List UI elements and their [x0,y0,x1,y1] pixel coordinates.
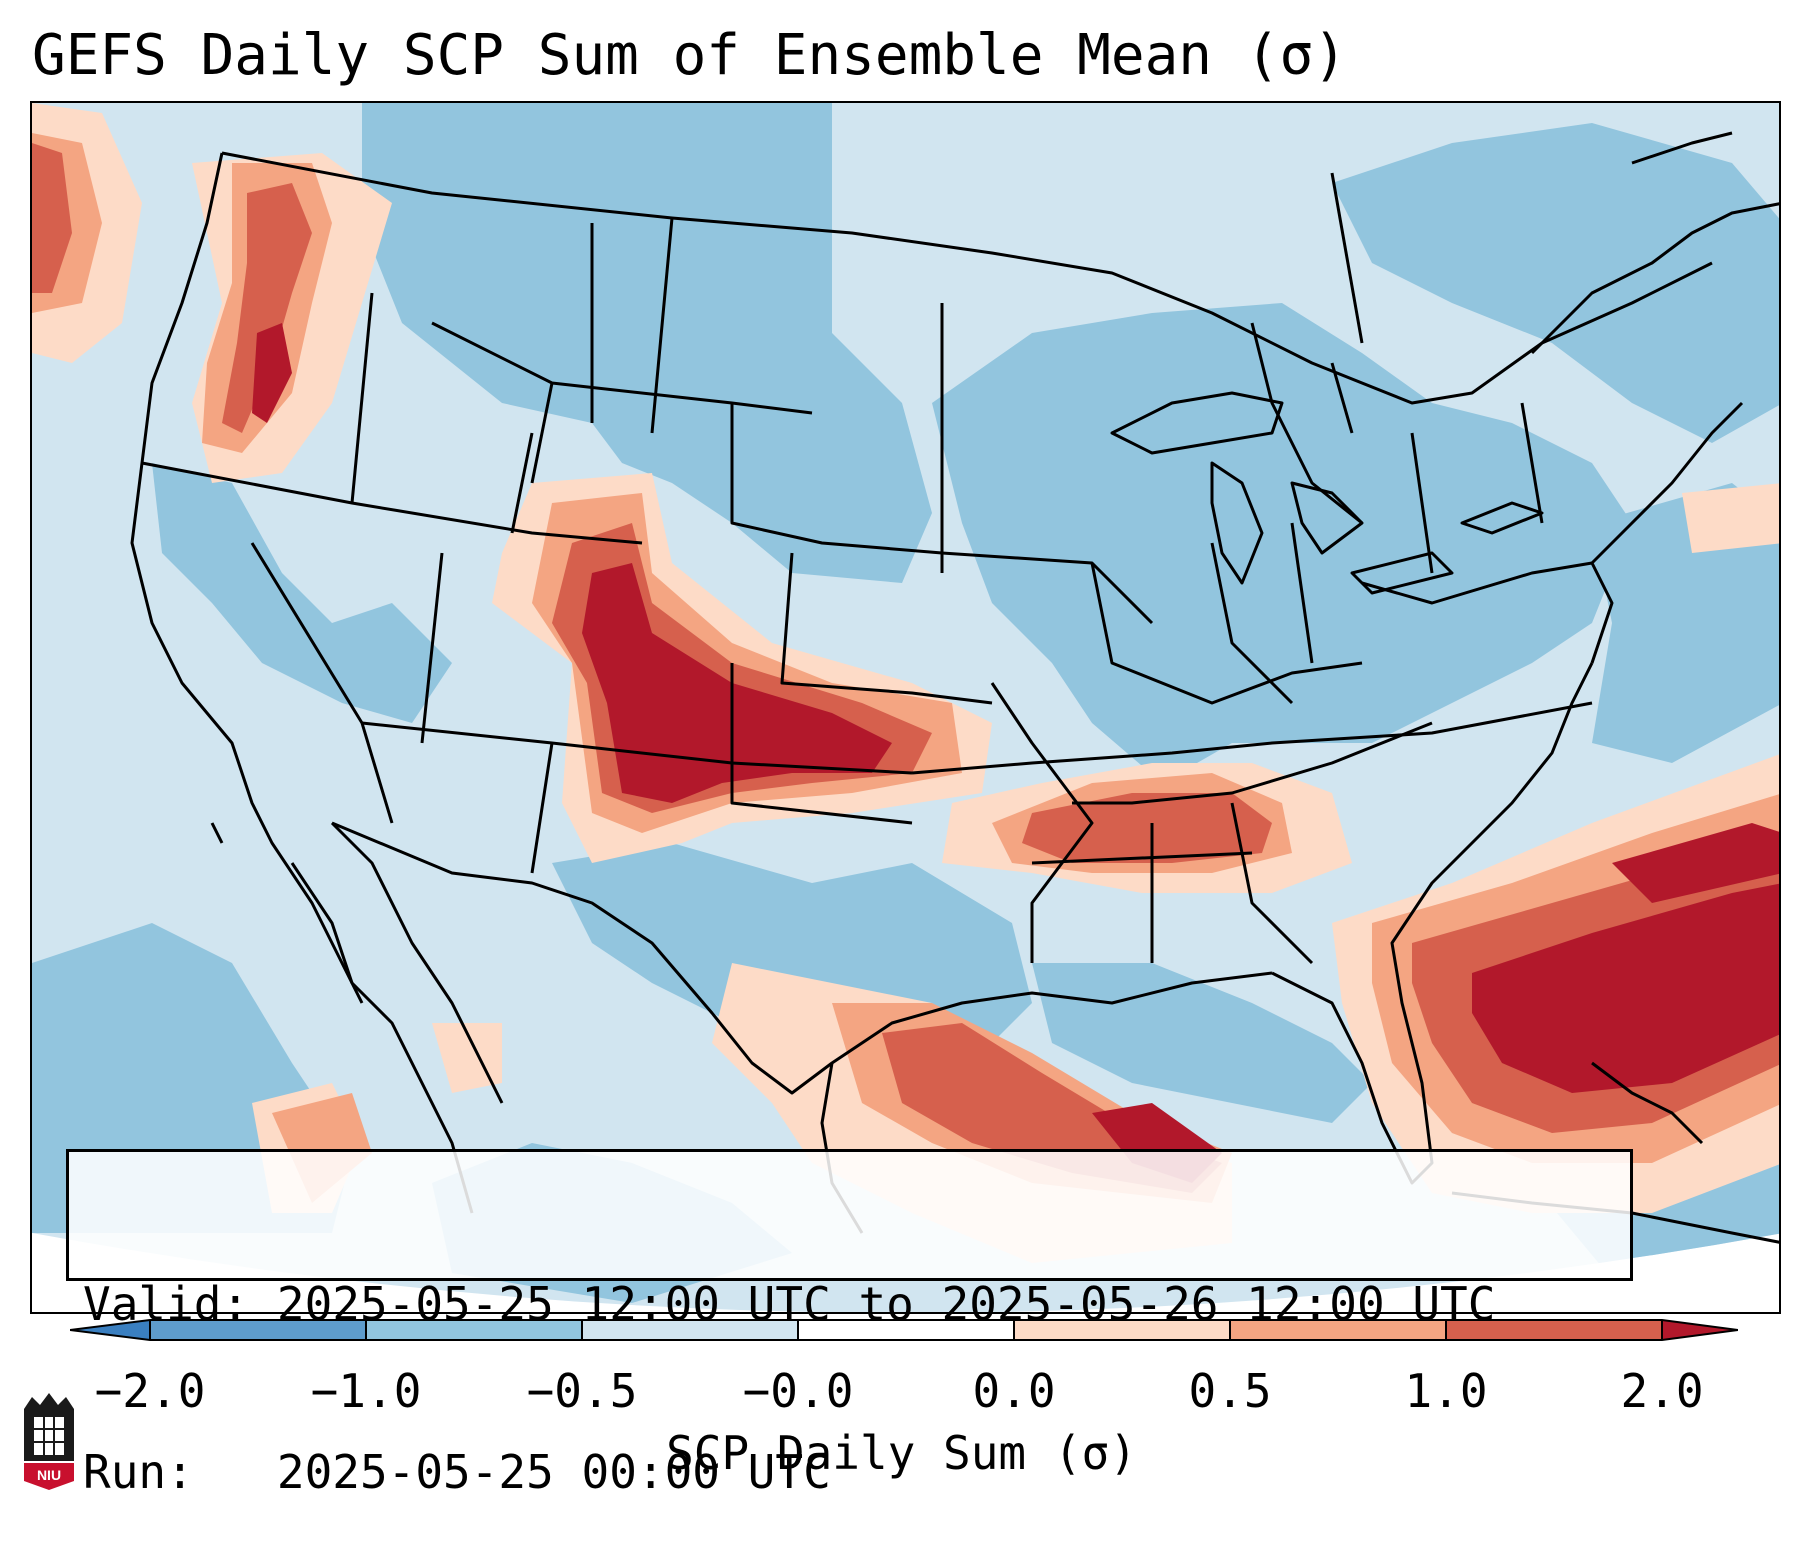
colorbar-extend-low [70,1320,150,1340]
colorbar-tick-7: 2.0 [1620,1364,1704,1418]
colorbar-seg-3 [798,1320,1014,1340]
colorbar-seg-1 [366,1320,582,1340]
colorbar-tick-2: −0.5 [526,1364,638,1418]
map-panel [30,101,1781,1314]
colorbar-seg-2 [582,1320,798,1340]
run-line: Run: 2025-05-25 00:00 UTC [83,1444,1616,1500]
colorbar-tick-4: 0.0 [972,1364,1056,1418]
colorbar-label: SCP Daily Sum (σ) [666,1426,1137,1480]
colorbar-tick-3: −0.0 [742,1364,854,1418]
colorbar-tick-5: 0.5 [1188,1364,1272,1418]
colorbar-seg-0 [150,1320,366,1340]
colorbar-tick-6: 1.0 [1404,1364,1488,1418]
valid-value: 2025-05-25 12:00 UTC to 2025-05-26 12:00… [276,1277,1496,1331]
colorbar [70,1319,1738,1341]
state-borders [130,131,1779,1244]
colorbar-seg-5 [1230,1320,1446,1340]
run-value: 2025-05-25 00:00 UTC [276,1445,831,1499]
svg-text:NIU: NIU [37,1467,61,1483]
colorbar-seg-4 [1014,1320,1230,1340]
scp-field-map [32,103,1779,1312]
niu-logo: NIU [24,1393,74,1490]
colorbar-extend-high [1662,1320,1738,1340]
valid-line: Valid: 2025-05-25 12:00 UTC to 2025-05-2… [83,1276,1616,1332]
colorbar-tick-1: −1.0 [310,1364,422,1418]
map-title: GEFS Daily SCP Sum of Ensemble Mean (σ) [32,23,1347,88]
scp-field [32,103,1779,1312]
colorbar-tick-0: −2.0 [94,1364,206,1418]
run-label: Run: [83,1445,250,1499]
valid-run-infobox: Valid: 2025-05-25 12:00 UTC to 2025-05-2… [66,1149,1633,1499]
colorbar-seg-6 [1446,1320,1662,1340]
